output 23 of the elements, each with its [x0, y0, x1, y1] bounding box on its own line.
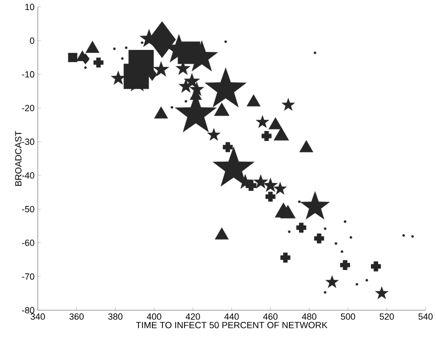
y-tick-label: 0: [30, 37, 34, 44]
x-tick-label: 340: [30, 313, 45, 320]
x-tick-label: 400: [146, 313, 162, 320]
y-axis-title: BROADCAST: [15, 130, 22, 186]
x-tick-label: 460: [263, 313, 278, 320]
x-tick-label: 360: [69, 313, 84, 320]
y-tick-label: -30: [22, 138, 34, 145]
x-tick-label: 440: [224, 313, 239, 320]
x-axis-title: TIME TO INFECT 50 PERCENT OF NETWORK: [136, 322, 328, 328]
y-tick-label: -60: [22, 240, 34, 246]
y-tick-label: -70: [22, 273, 34, 280]
x-tick-label: 420: [186, 313, 200, 320]
x-tick-label: 380: [108, 313, 122, 320]
y-tick-label: -10: [22, 71, 34, 78]
y-tick-label: -80: [22, 307, 34, 314]
y-tick-label: -50: [22, 206, 34, 212]
y-tick-label: -20: [22, 104, 34, 112]
y-tick-label: -40: [22, 172, 34, 179]
x-tick-label: 520: [380, 313, 394, 320]
x-tick-label: 540: [418, 313, 433, 320]
x-tick-label: 480: [302, 313, 316, 320]
y-tick-label: 10: [25, 4, 34, 10]
x-tick-label: 500: [340, 313, 356, 320]
